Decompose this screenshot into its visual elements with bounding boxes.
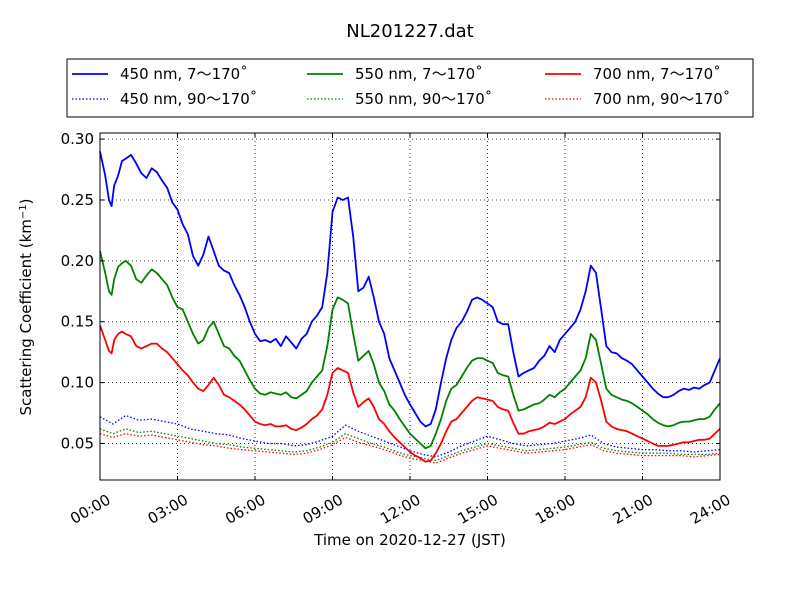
x-tick-label: 06:00 bbox=[222, 491, 268, 528]
y-axis-label: Scattering Coefficient (km−1) bbox=[17, 198, 35, 415]
legend-label: 450 nm, 90～170˚ bbox=[120, 90, 257, 108]
y-tick-label: 0.10 bbox=[61, 374, 94, 392]
legend: 450 nm, 7～170˚ 550 nm, 7～170˚ 700 nm, 7～17… bbox=[66, 58, 754, 118]
y-tick-label: 0.15 bbox=[61, 313, 94, 331]
legend-label: 550 nm, 7～170˚ bbox=[355, 65, 483, 83]
x-tick-label: 15:00 bbox=[455, 491, 501, 528]
series-line-4 bbox=[99, 428, 721, 462]
series-line-0 bbox=[99, 151, 721, 428]
grid bbox=[100, 133, 720, 480]
ticks: 00:00 03:00 06:00 09:00 12:00 15:00 18:00 21:00… bbox=[61, 130, 734, 528]
y-tick-label: 0.30 bbox=[61, 130, 94, 148]
x-tick-label: 00:00 bbox=[67, 491, 113, 528]
legend-label: 550 nm, 90～170˚ bbox=[355, 90, 492, 108]
series-line-1 bbox=[99, 250, 721, 450]
x-tick-label: 12:00 bbox=[377, 491, 423, 528]
x-tick-label: 09:00 bbox=[300, 491, 346, 528]
chart-title: NL201227.dat bbox=[346, 21, 473, 42]
x-tick-label: 18:00 bbox=[532, 491, 578, 528]
series-group bbox=[99, 151, 721, 464]
x-tick-label: 21:00 bbox=[610, 491, 656, 528]
series-line-2 bbox=[99, 325, 721, 463]
y-axis-label-unit-exponent: −1 bbox=[18, 204, 29, 219]
legend-label: 700 nm, 90～170˚ bbox=[593, 90, 730, 108]
x-axis-label: Time on 2020-12-27 (JST) bbox=[313, 531, 506, 549]
legend-box bbox=[66, 58, 754, 118]
y-axis-label-text: Scattering Coefficient (km bbox=[17, 219, 35, 415]
x-tick-label: 24:00 bbox=[687, 491, 733, 528]
y-tick-label: 0.25 bbox=[61, 191, 94, 209]
legend-label: 700 nm, 7～170˚ bbox=[593, 65, 721, 83]
y-tick-label: 0.20 bbox=[61, 252, 94, 270]
y-axis-label-close: ) bbox=[17, 198, 35, 204]
series-line-5 bbox=[99, 433, 721, 464]
x-tick-label: 03:00 bbox=[145, 491, 191, 528]
legend-label: 450 nm, 7～170˚ bbox=[120, 65, 248, 83]
y-tick-label: 0.05 bbox=[61, 434, 94, 452]
